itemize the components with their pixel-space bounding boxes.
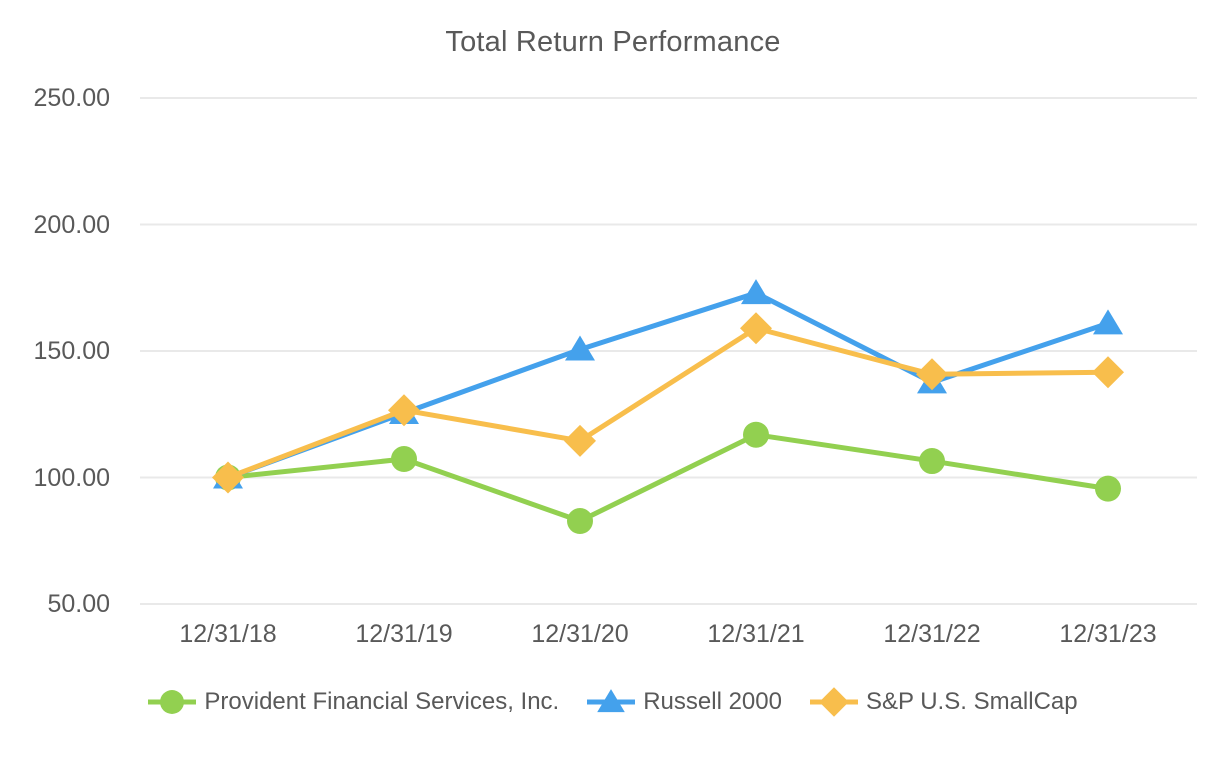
- legend-item-russell-2000: Russell 2000: [587, 686, 782, 718]
- circle-data-marker: [919, 448, 945, 475]
- x-axis-tick-label: 12/31/18: [179, 620, 277, 648]
- diamond-data-marker: [212, 461, 244, 494]
- x-axis-tick-label: 12/31/20: [531, 620, 629, 648]
- y-axis-tick-label: 250.00: [33, 84, 110, 112]
- y-axis-tick-label: 50.00: [47, 590, 110, 618]
- legend-label-russell-2000: Russell 2000: [643, 688, 782, 715]
- legend-label-provident: Provident Financial Services, Inc.: [204, 688, 560, 715]
- triangle-data-marker: [565, 335, 595, 361]
- legend: Provident Financial Services, Inc. Russe…: [0, 686, 1226, 718]
- triangle-data-marker: [741, 279, 771, 305]
- diamond-data-marker: [740, 312, 772, 345]
- y-axis-tick-label: 150.00: [33, 337, 110, 365]
- chart-title: Total Return Performance: [445, 26, 781, 58]
- x-axis-tick-label: 12/31/23: [1059, 620, 1157, 648]
- legend-item-provident: Provident Financial Services, Inc.: [148, 686, 559, 718]
- diamond-data-marker: [564, 424, 596, 457]
- diamond-series-legend-marker-icon: [809, 687, 858, 717]
- series-line-0: [225, 432, 1111, 524]
- diamond-data-marker: [1092, 356, 1124, 389]
- y-axis-tick-label: 200.00: [33, 210, 110, 239]
- triangle-series-legend-marker-icon: [587, 689, 636, 713]
- diamond-data-marker: [916, 358, 948, 391]
- circle-data-marker: [743, 421, 769, 448]
- triangle-data-marker: [1093, 309, 1123, 335]
- legend-label-sp-us-smallcap: S&P U.S. SmallCap: [865, 688, 1078, 715]
- circle-series-legend-marker-icon: [148, 690, 197, 714]
- diamond-data-marker: [388, 394, 420, 427]
- circle-data-marker: [1095, 475, 1121, 502]
- x-axis-tick-label: 12/31/22: [883, 620, 981, 648]
- x-axis-tick-label: 12/31/19: [355, 620, 453, 648]
- series-line-2: [225, 325, 1111, 480]
- circle-data-marker: [567, 508, 593, 535]
- y-axis-tick-label: 100.00: [33, 463, 110, 492]
- legend-item-sp-us-smallcap: S&P U.S. SmallCap: [809, 686, 1078, 718]
- circle-data-marker: [391, 446, 417, 473]
- plot-area: [140, 97, 1197, 605]
- x-axis-tick-label: 12/31/21: [707, 620, 805, 648]
